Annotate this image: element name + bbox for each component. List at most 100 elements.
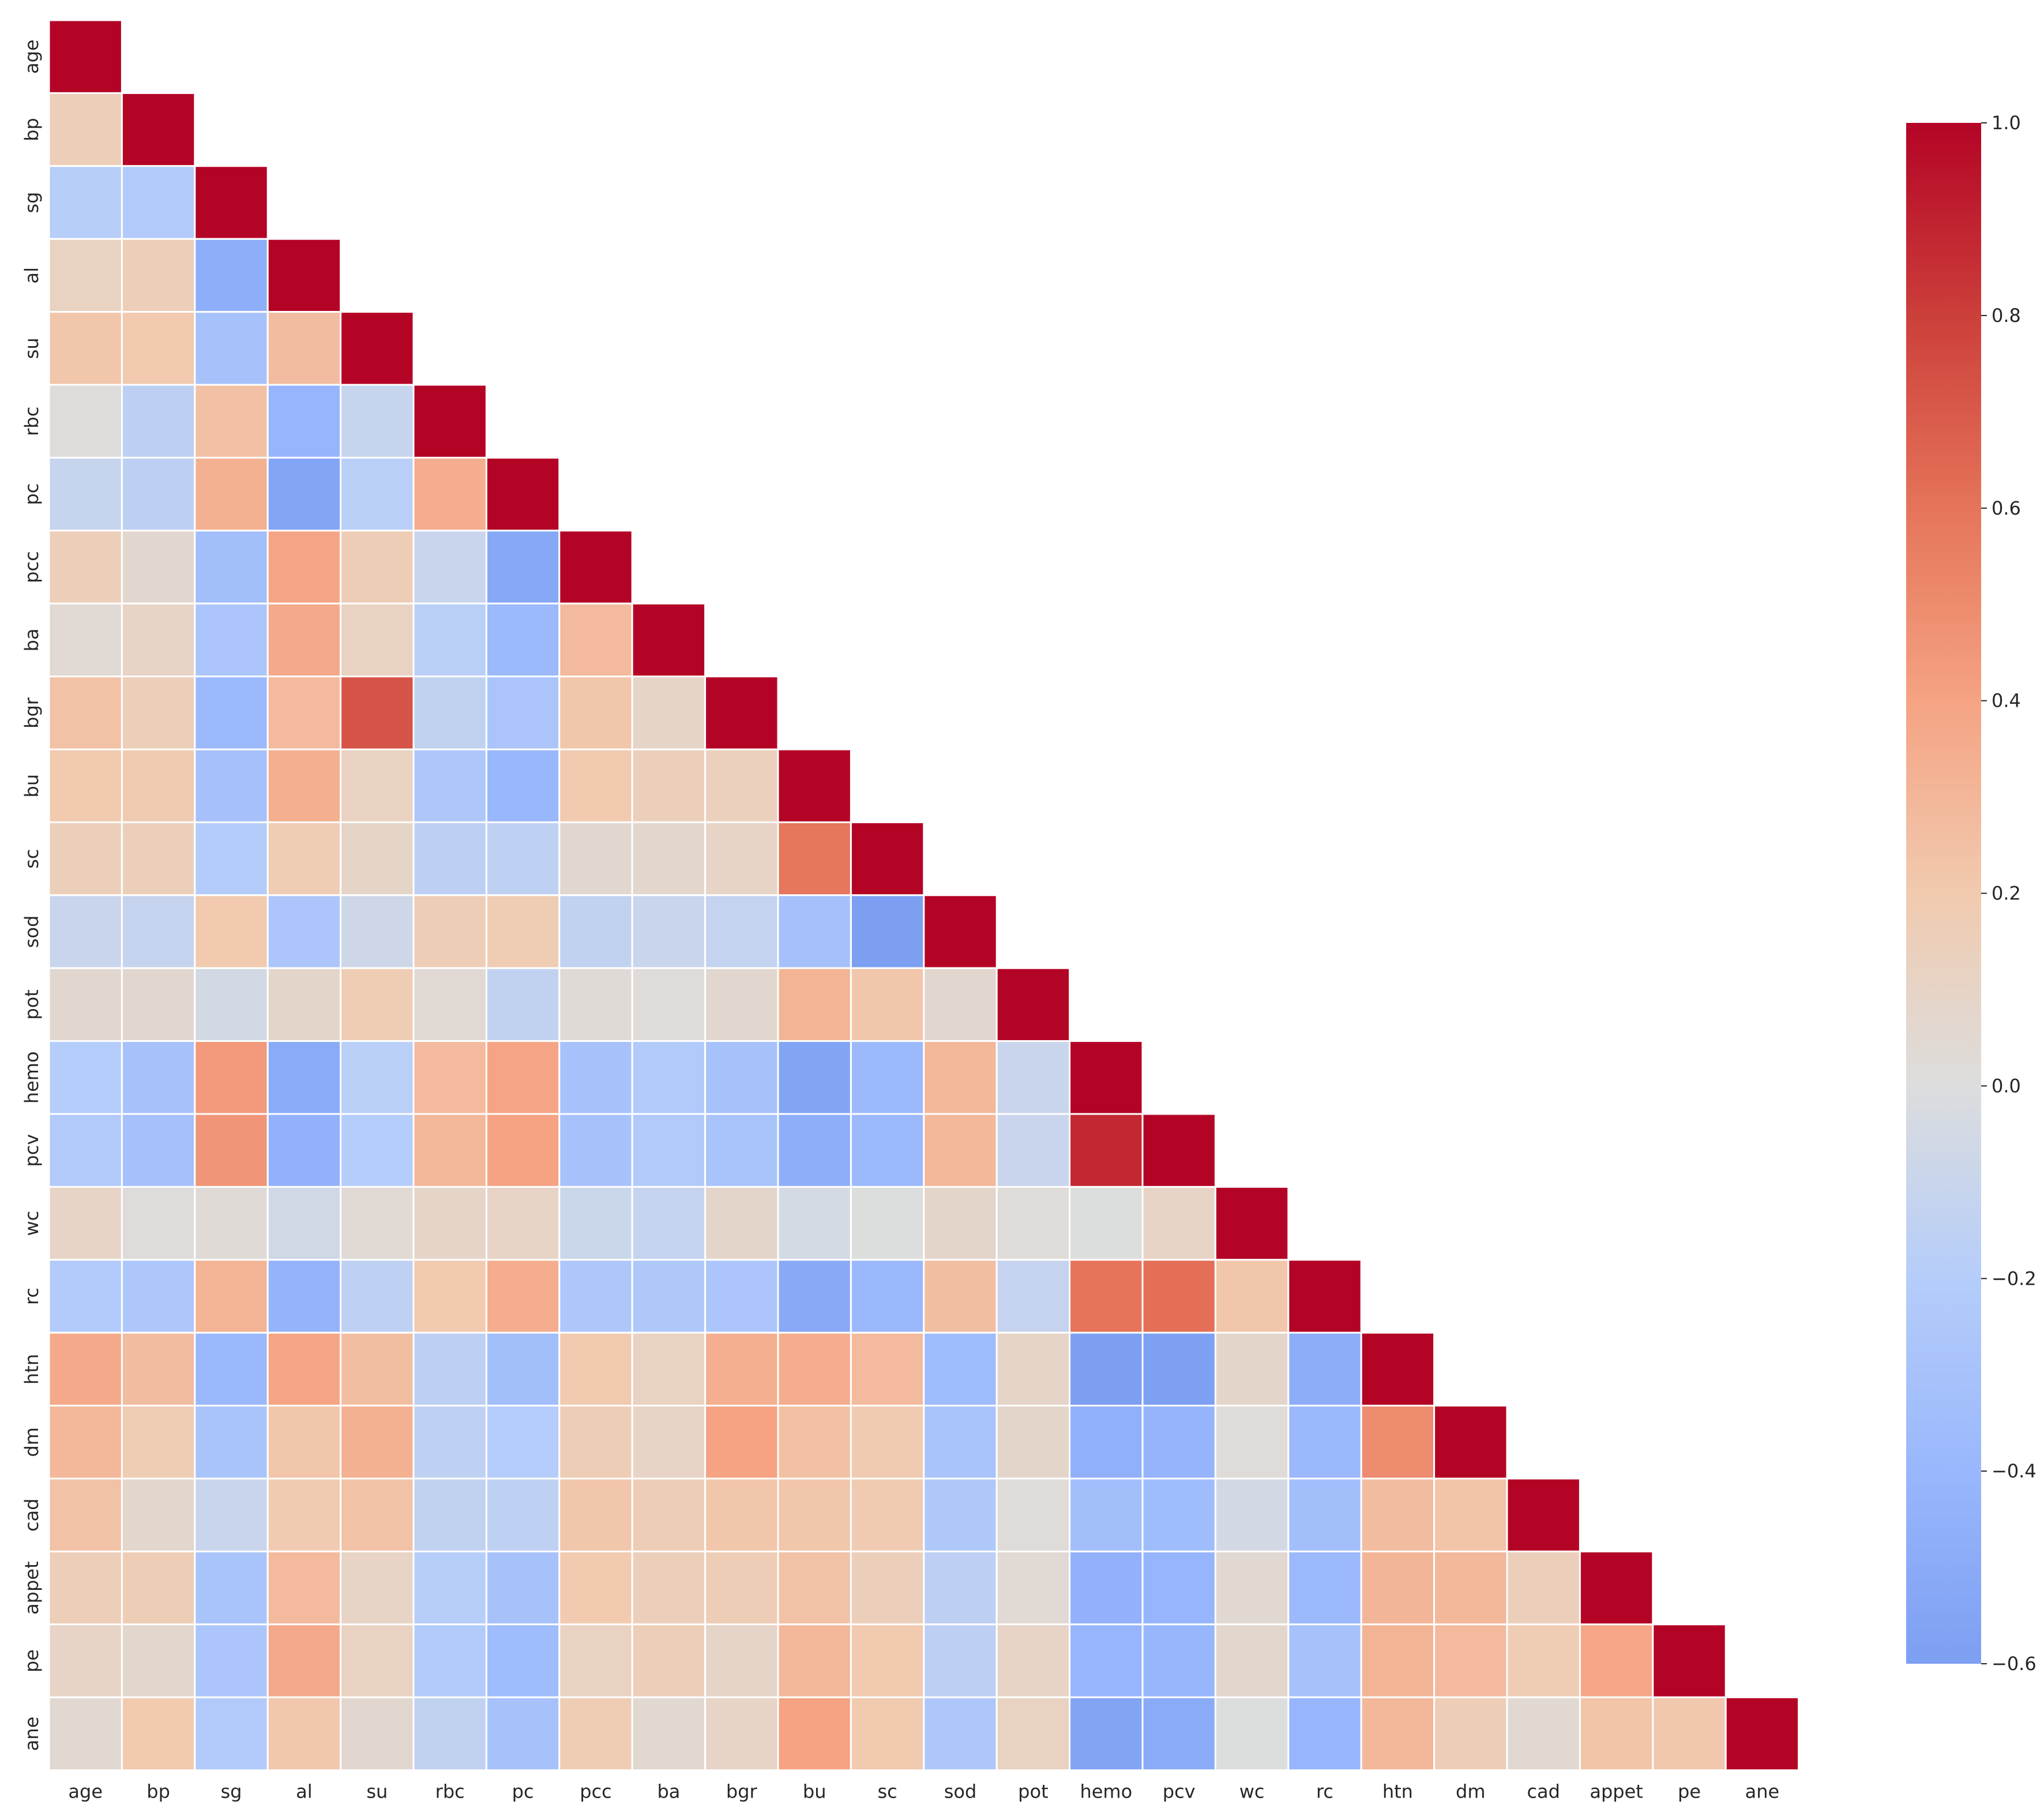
x-tick-label-su: su [366,1781,388,1803]
heatmap-cell-su-sg [194,311,269,386]
y-tick-label-wc: wc [21,1211,43,1236]
heatmap-cell-dm-rbc [412,1405,487,1480]
heatmap-cell-htn-sod [923,1331,998,1407]
heatmap-cell-pcv-pc [485,1113,561,1188]
heatmap-cell-pc-rbc [412,456,487,532]
heatmap-cell-hemo-sc [850,1040,925,1115]
heatmap-cell-htn-pcc [558,1331,633,1407]
heatmap-cell-pe-al [266,1623,342,1698]
heatmap-cell-hemo-bgr [704,1040,779,1115]
heatmap-cell-hemo-pot [995,1040,1071,1115]
heatmap-cell-htn-rc [1287,1331,1362,1407]
heatmap-cell-rbc-bp [121,384,196,459]
heatmap-cell-pe-cad [1506,1623,1581,1698]
heatmap-cell-ane-pc [485,1696,561,1772]
heatmap-cell-dm-pc [485,1405,561,1480]
heatmap-cell-rc-sc [850,1259,925,1334]
heatmap-cell-appet-su [340,1550,415,1626]
heatmap-cell-rc-rbc [412,1259,487,1334]
y-tick-label-dm: dm [21,1427,43,1457]
heatmap-cell-cad-cad [1506,1477,1581,1552]
colorbar-tick-label: 0.4 [1992,690,2021,712]
heatmap-cell-sod-bp [121,894,196,969]
heatmap-cell-rc-age [48,1259,123,1334]
heatmap-cell-age-age [48,19,123,94]
heatmap-cell-htn-bgr [704,1331,779,1407]
heatmap-cell-pe-ba [631,1623,707,1698]
heatmap-cell-hemo-bu [777,1040,852,1115]
heatmap-cell-ane-bgr [704,1696,779,1772]
heatmap-cell-appet-htn [1360,1550,1436,1626]
heatmap-cell-pe-sg [194,1623,269,1698]
heatmap-cell-sc-sc [850,821,925,896]
heatmap-cell-pe-sod [923,1623,998,1698]
heatmap-cell-ane-age [48,1696,123,1772]
x-tick-label-wc: wc [1239,1781,1265,1803]
heatmap-cell-ane-wc [1214,1696,1290,1772]
heatmap-cell-hemo-pcc [558,1040,633,1115]
heatmap-cell-bgr-sg [194,676,269,751]
x-tick-label-bgr: bgr [726,1781,758,1803]
heatmap-cell-cad-sg [194,1477,269,1552]
y-tick-label-bp: bp [21,118,43,141]
heatmap-cell-htn-pot [995,1331,1071,1407]
heatmap-cell-al-al [266,238,342,313]
x-tick-label-pcv: pcv [1163,1781,1196,1803]
heatmap-cell-pcv-pcc [558,1113,633,1188]
heatmap-cell-rc-sg [194,1259,269,1334]
heatmap-cell-sod-ba [631,894,707,969]
heatmap-cell-dm-al [266,1405,342,1480]
y-tick-label-rc: rc [21,1288,43,1305]
heatmap-cell-bgr-age [48,676,123,751]
x-tick-label-age: age [68,1781,103,1803]
y-tick-label-htn: htn [21,1354,43,1385]
heatmap-cell-appet-sod [923,1550,998,1626]
heatmap-cell-pcv-rbc [412,1113,487,1188]
heatmap-cell-rc-pcc [558,1259,633,1334]
y-tick-label-bgr: bgr [21,697,43,729]
heatmap-cell-sc-ba [631,821,707,896]
heatmap-cell-dm-rc [1287,1405,1362,1480]
heatmap-cell-appet-pcv [1141,1550,1216,1626]
heatmap-cell-pot-rbc [412,967,487,1042]
heatmap-cell-sod-al [266,894,342,969]
heatmap-cell-pe-wc [1214,1623,1290,1698]
heatmap-cell-cad-bp [121,1477,196,1552]
heatmap-cell-ba-age [48,602,123,678]
heatmap-cell-appet-al [266,1550,342,1626]
heatmap-cell-dm-dm [1433,1405,1508,1480]
heatmap-cell-hemo-rbc [412,1040,487,1115]
heatmap-cell-sod-bu [777,894,852,969]
x-tick-label-sg: sg [221,1781,242,1803]
heatmap-cell-pcv-age [48,1113,123,1188]
heatmap-cell-dm-wc [1214,1405,1290,1480]
heatmap-cell-wc-sod [923,1186,998,1261]
x-tick-label-pcc: pcc [580,1781,612,1803]
heatmap-cell-cad-sc [850,1477,925,1552]
heatmap-cell-hemo-ba [631,1040,707,1115]
heatmap-cell-pcv-al [266,1113,342,1188]
y-tick-label-ane: ane [21,1717,43,1751]
heatmap-cell-sod-su [340,894,415,969]
heatmap-cell-rc-pcv [1141,1259,1216,1334]
heatmap-cell-hemo-su [340,1040,415,1115]
heatmap-cell-wc-sc [850,1186,925,1261]
x-tick-label-sod: sod [944,1781,977,1803]
heatmap-cell-bp-age [48,92,123,167]
heatmap-cell-ane-rbc [412,1696,487,1772]
heatmap-cell-rc-bu [777,1259,852,1334]
heatmap-cell-sg-bp [121,165,196,240]
x-tick-labels: age bp sg al su rbc pc pcc ba bgr bu sc sod pot hemo pc… [68,1781,1779,1803]
heatmap-cell-ane-bp [121,1696,196,1772]
heatmap-cell-ane-sc [850,1696,925,1772]
heatmap-cell-bgr-bgr [704,676,779,751]
heatmap-cell-rc-al [266,1259,342,1334]
heatmap-cell-pot-age [48,967,123,1042]
heatmap-cell-bgr-su [340,676,415,751]
x-tick-label-rbc: rbc [435,1781,465,1803]
heatmap-cell-sod-bgr [704,894,779,969]
heatmap-cell-bu-rbc [412,748,487,823]
heatmap-cell-sod-age [48,894,123,969]
x-tick-label-hemo: hemo [1080,1781,1132,1803]
heatmap-cell-cad-age [48,1477,123,1552]
